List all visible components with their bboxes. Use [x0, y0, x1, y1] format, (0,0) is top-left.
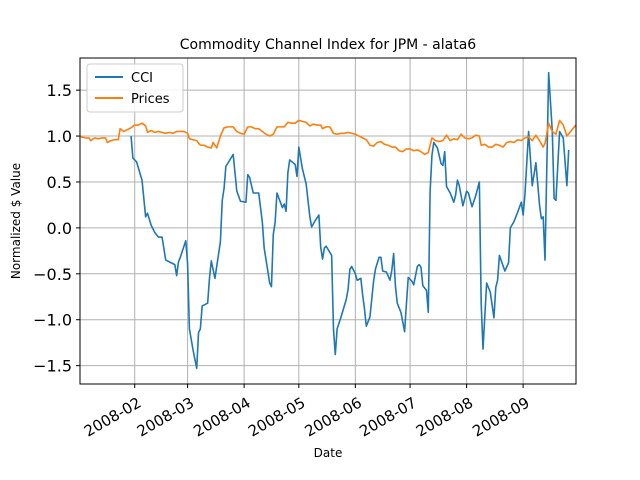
- legend-label-cci: CCI: [131, 71, 153, 86]
- chart-title: Commodity Channel Index for JPM - alata6: [180, 37, 477, 53]
- y-tick-label: 0.5: [47, 173, 72, 192]
- y-tick-label: 0.0: [47, 219, 72, 238]
- series-line-cci: [130, 71, 570, 370]
- y-tick-label: 1.5: [47, 81, 72, 100]
- y-tick-label: 1.0: [47, 127, 72, 146]
- x-axis-label: Date: [314, 446, 343, 460]
- series-lines: [80, 71, 576, 370]
- series-line-prices: [80, 119, 576, 156]
- y-tick-label: −1.0: [33, 311, 72, 330]
- y-tick-label: −1.5: [33, 357, 72, 376]
- legend-label-prices: Prices: [131, 92, 170, 107]
- y-axis-label: Normalized $ Value: [9, 163, 23, 279]
- plot-frame: [79, 57, 577, 385]
- y-tick-label: −0.5: [33, 265, 72, 284]
- legend: CCI Prices: [86, 63, 184, 113]
